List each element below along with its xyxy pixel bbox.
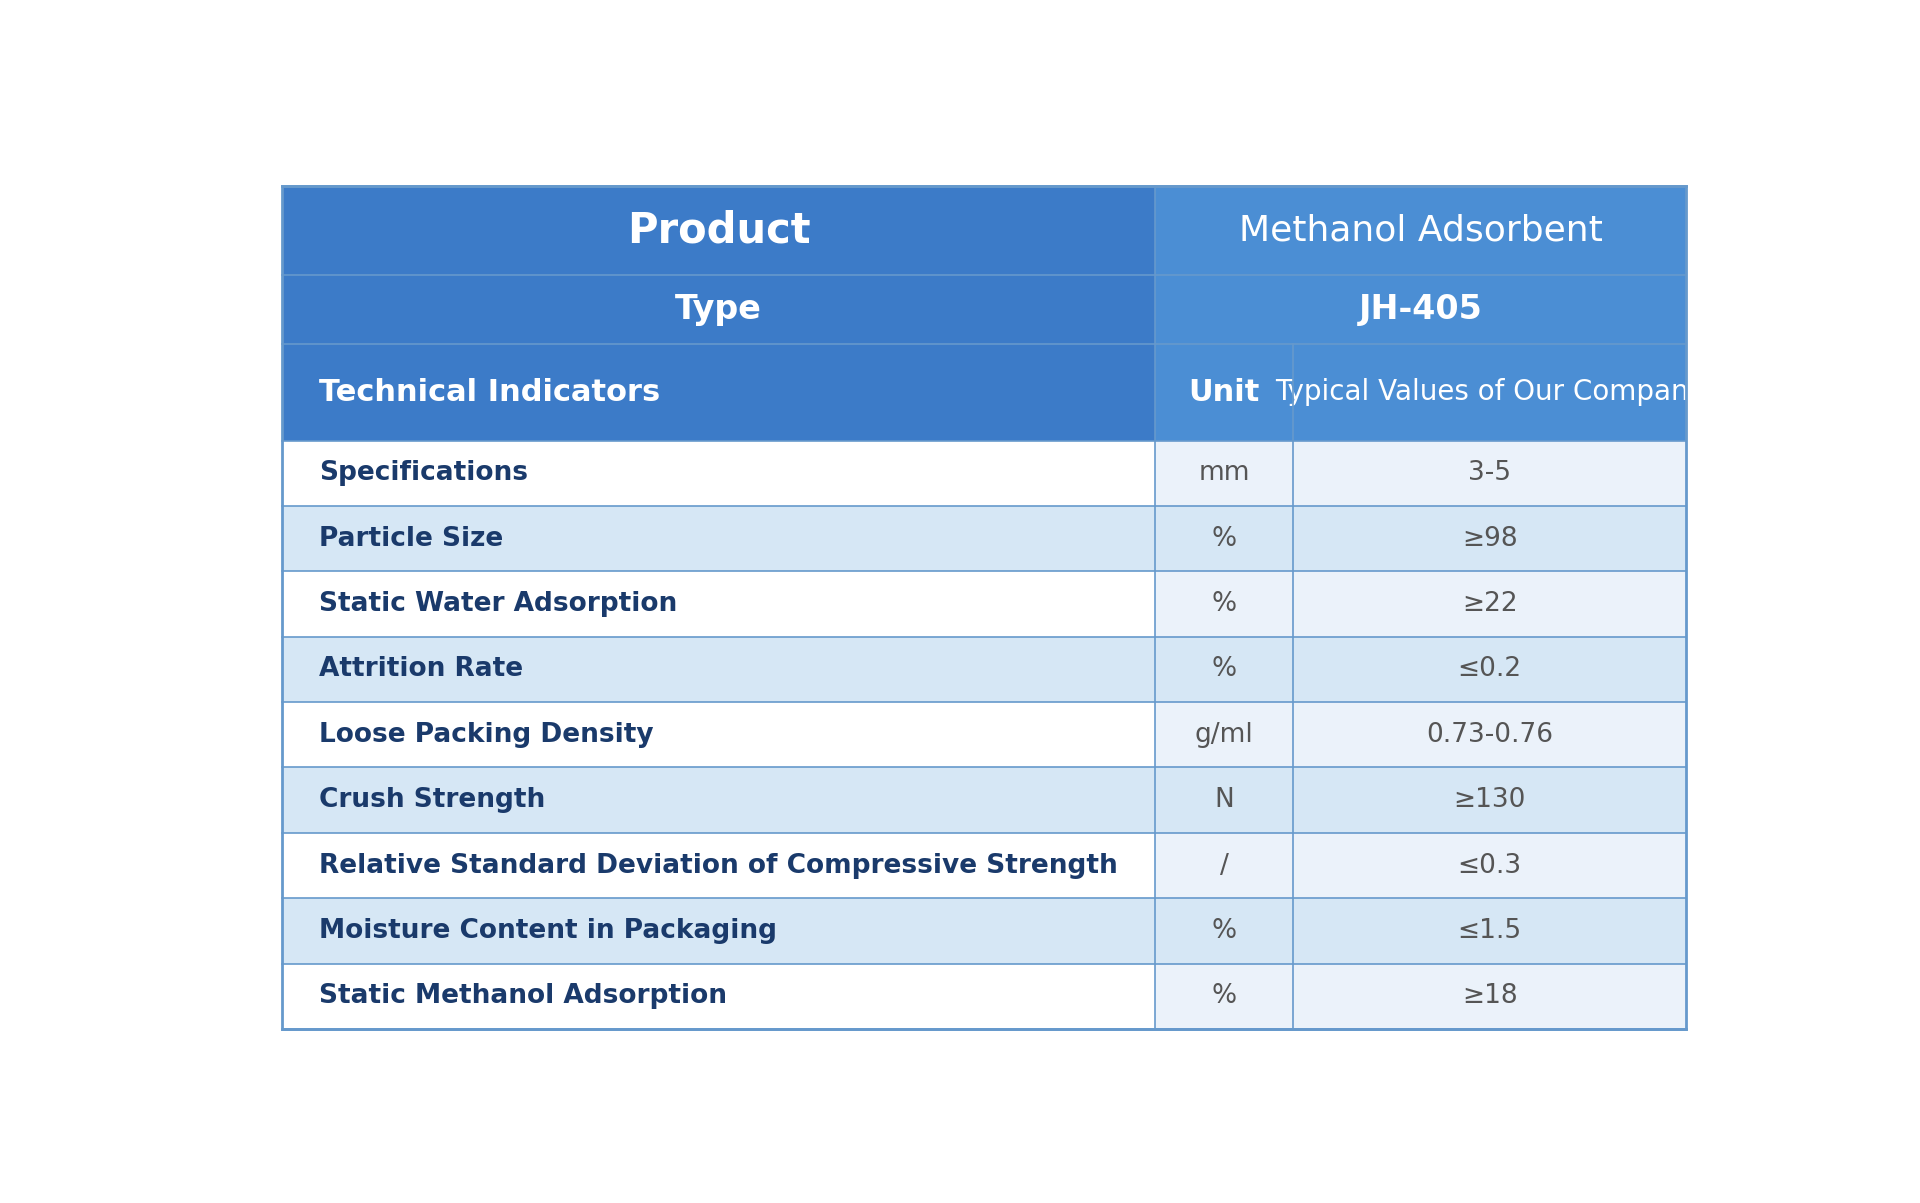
Bar: [1292, 571, 1686, 636]
Bar: [1292, 768, 1686, 832]
Bar: [1156, 571, 1292, 636]
Text: ≤0.3: ≤0.3: [1457, 853, 1523, 878]
Text: N: N: [1213, 787, 1235, 813]
Bar: [1156, 768, 1292, 832]
Bar: [282, 636, 1156, 703]
Text: ≥98: ≥98: [1461, 526, 1517, 552]
Bar: [1156, 899, 1292, 964]
Text: Moisture Content in Packaging: Moisture Content in Packaging: [319, 918, 778, 944]
Text: 0.73-0.76: 0.73-0.76: [1427, 722, 1553, 748]
Bar: [1292, 344, 1686, 440]
Text: Particle Size: Particle Size: [319, 526, 503, 552]
Bar: [282, 506, 1156, 571]
Text: Typical Values of Our Company: Typical Values of Our Company: [1275, 378, 1705, 407]
Text: Static Water Adsorption: Static Water Adsorption: [319, 591, 678, 617]
Text: ≥18: ≥18: [1461, 983, 1517, 1009]
Text: Technical Indicators: Technical Indicators: [319, 378, 660, 407]
Bar: [282, 344, 1156, 440]
Bar: [282, 186, 1156, 274]
Bar: [282, 571, 1156, 636]
Bar: [1156, 506, 1292, 571]
Text: Product: Product: [626, 209, 810, 251]
Bar: [1292, 703, 1686, 768]
Text: g/ml: g/ml: [1194, 722, 1254, 748]
Text: /: /: [1219, 853, 1229, 878]
Bar: [1156, 832, 1292, 899]
Bar: [282, 440, 1156, 506]
Bar: [1292, 964, 1686, 1029]
Text: mm: mm: [1198, 461, 1250, 486]
Text: 3-5: 3-5: [1469, 461, 1511, 486]
Bar: [1156, 703, 1292, 768]
Bar: [1156, 440, 1292, 506]
Bar: [282, 899, 1156, 964]
Bar: [282, 832, 1156, 899]
Text: Crush Strength: Crush Strength: [319, 787, 545, 813]
Text: %: %: [1212, 591, 1236, 617]
Text: ≤0.2: ≤0.2: [1457, 657, 1523, 682]
Text: Specifications: Specifications: [319, 461, 528, 486]
Text: ≥130: ≥130: [1453, 787, 1526, 813]
Bar: [1292, 440, 1686, 506]
Bar: [282, 274, 1156, 344]
Text: Methanol Adsorbent: Methanol Adsorbent: [1238, 213, 1603, 248]
Text: Loose Packing Density: Loose Packing Density: [319, 722, 653, 748]
Bar: [1292, 899, 1686, 964]
Text: Unit: Unit: [1188, 378, 1260, 407]
Bar: [282, 703, 1156, 768]
Text: Static Methanol Adsorption: Static Methanol Adsorption: [319, 983, 728, 1009]
Text: %: %: [1212, 526, 1236, 552]
Text: Type: Type: [676, 292, 762, 326]
Bar: [1156, 636, 1292, 703]
Bar: [1156, 344, 1292, 440]
Text: Attrition Rate: Attrition Rate: [319, 657, 522, 682]
Text: ≥22: ≥22: [1461, 591, 1517, 617]
Bar: [282, 964, 1156, 1029]
Bar: [1292, 506, 1686, 571]
Bar: [1156, 186, 1686, 344]
Text: %: %: [1212, 983, 1236, 1009]
Bar: [282, 768, 1156, 832]
Text: %: %: [1212, 918, 1236, 944]
Text: JH-405: JH-405: [1359, 292, 1482, 326]
Bar: [1156, 964, 1292, 1029]
Text: %: %: [1212, 657, 1236, 682]
Bar: [1292, 636, 1686, 703]
Bar: [1292, 832, 1686, 899]
Text: Relative Standard Deviation of Compressive Strength: Relative Standard Deviation of Compressi…: [319, 853, 1117, 878]
Text: ≤1.5: ≤1.5: [1457, 918, 1523, 944]
